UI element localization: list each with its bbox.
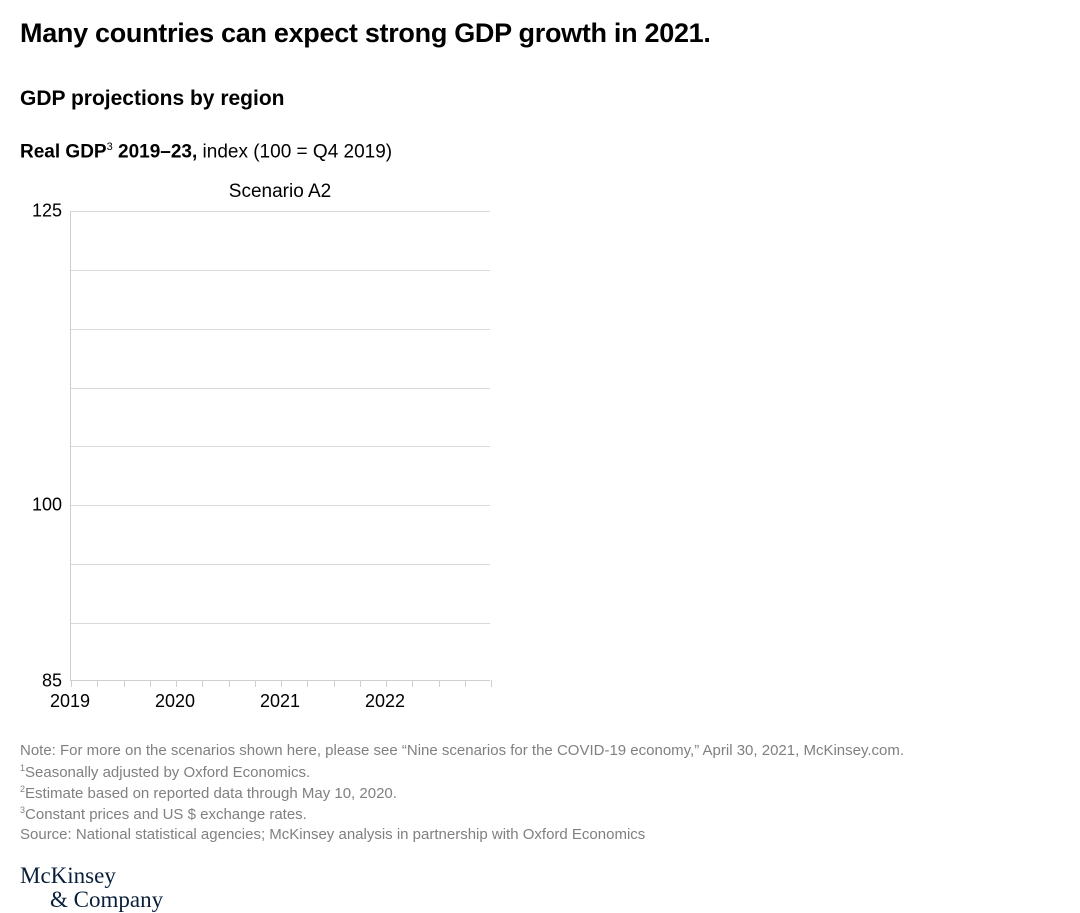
gridline <box>71 211 490 212</box>
logo-line-2: & Company <box>20 888 1060 912</box>
footnote-1: 1Seasonally adjusted by Oxford Economics… <box>20 762 1060 783</box>
y-axis: 85100125 <box>20 211 70 681</box>
chart-plot-area <box>70 211 490 681</box>
footnote-source: Source: National statistical agencies; M… <box>20 825 1060 845</box>
footnote-3: 3Constant prices and US $ exchange rates… <box>20 804 1060 825</box>
mckinsey-logo: McKinsey & Company <box>20 864 1060 912</box>
x-axis: 2019202020212022 <box>70 681 490 713</box>
logo-line-1: McKinsey <box>20 864 1060 888</box>
gridline <box>71 270 490 271</box>
x-tick-label: 2019 <box>50 691 90 712</box>
chart-scenario-title: Scenario A2 <box>70 181 490 203</box>
y-tick-label: 100 <box>32 495 62 516</box>
axis-label-bold: Real GDP <box>20 141 107 162</box>
gridline <box>71 329 490 330</box>
axis-label-bold-2: 2019–23, <box>113 141 198 162</box>
x-tick <box>491 680 492 687</box>
chart-container: Scenario A2 85100125 2019202020212022 <box>20 181 490 713</box>
gridline <box>71 446 490 447</box>
footnotes: Note: For more on the scenarios shown he… <box>20 741 1060 845</box>
footnote-note: Note: For more on the scenarios shown he… <box>20 741 1060 761</box>
gridline <box>71 505 490 506</box>
page-title: Many countries can expect strong GDP gro… <box>20 18 1060 49</box>
footnote-2: 2Estimate based on reported data through… <box>20 783 1060 804</box>
gridline <box>71 623 490 624</box>
y-axis-description: Real GDP3 2019–23, index (100 = Q4 2019) <box>20 141 1060 163</box>
x-tick-label: 2020 <box>155 691 195 712</box>
y-tick-label: 85 <box>42 671 62 692</box>
y-tick-label: 125 <box>32 201 62 222</box>
gridline <box>71 564 490 565</box>
section-subtitle: GDP projections by region <box>20 87 1060 111</box>
gridline <box>71 388 490 389</box>
x-tick-label: 2021 <box>260 691 300 712</box>
x-tick-label: 2022 <box>365 691 405 712</box>
axis-label-rest: index (100 = Q4 2019) <box>197 141 392 162</box>
